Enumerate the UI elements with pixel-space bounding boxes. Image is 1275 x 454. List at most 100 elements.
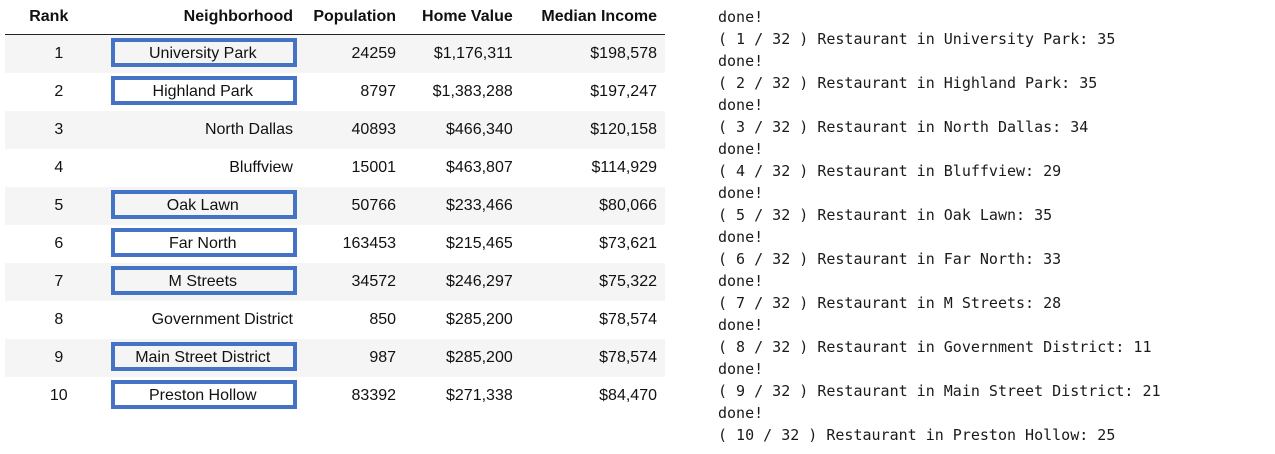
console-line: done! <box>718 8 764 26</box>
console-line: done! <box>718 228 764 246</box>
console-line: done! <box>718 316 764 334</box>
table-row: 3 North Dallas 40893 $466,340 $120,158 <box>5 111 665 149</box>
cell-rank: 9 <box>5 339 113 377</box>
cell-neighborhood: Highland Park <box>110 73 297 111</box>
cell-home-value: $233,466 <box>400 187 517 225</box>
header-median-income: Median Income <box>516 0 665 35</box>
cell-rank: 3 <box>5 111 113 149</box>
cell-neighborhood: Main Street District <box>110 339 297 377</box>
cell-population: 850 <box>292 301 401 339</box>
cell-median-income: $114,929 <box>516 149 665 187</box>
cell-median-income: $120,158 <box>516 111 665 149</box>
neighborhood-name: North Dallas <box>204 121 293 138</box>
table-row: 8 Government District 850 $285,200 $78,574 <box>5 301 665 339</box>
console-line: ( 6 / 32 ) Restaurant in Far North: 33 <box>718 250 1062 268</box>
cell-neighborhood: Far North <box>110 225 297 263</box>
neighborhood-name: Government District <box>151 311 293 328</box>
console-line: ( 5 / 32 ) Restaurant in Oak Lawn: 35 <box>718 206 1053 224</box>
cell-neighborhood: Bluffview <box>112 149 293 187</box>
cell-population: 50766 <box>292 187 401 225</box>
neighborhood-name: M Streets <box>168 273 238 290</box>
cell-median-income: $78,574 <box>516 339 665 377</box>
cell-neighborhood: Government District <box>112 301 293 339</box>
header-neighborhood: Neighborhood <box>112 0 293 35</box>
table-body: 1 University Park 24259 $1,176,311 $198,578 2… <box>5 34 665 415</box>
cell-neighborhood: North Dallas <box>112 111 293 149</box>
highlight-box <box>110 380 297 409</box>
table-row: 6 Far North 163453 $215,465 $73,621 <box>5 225 665 263</box>
highlight-box <box>110 76 297 105</box>
cell-rank: 5 <box>5 187 113 225</box>
cell-population: 163453 <box>292 225 401 263</box>
cell-median-income: $80,066 <box>516 187 665 225</box>
cell-median-income: $78,574 <box>516 301 665 339</box>
cell-neighborhood: Oak Lawn <box>110 187 297 225</box>
table-header-row: Rank Neighborhood Population Home Value … <box>5 0 665 35</box>
cell-rank: 2 <box>5 73 113 111</box>
neighborhood-name: Far North <box>168 235 237 252</box>
cell-population: 34572 <box>292 263 401 301</box>
neighborhood-name: Highland Park <box>152 83 254 100</box>
highlight-box <box>110 342 297 371</box>
console-line: ( 10 / 32 ) Restaurant in Preston Hollow… <box>718 426 1116 444</box>
console-line: done! <box>718 360 764 378</box>
table-row: 4 Bluffview 15001 $463,807 $114,929 <box>5 149 665 187</box>
cell-population: 987 <box>292 339 401 377</box>
cell-home-value: $285,200 <box>400 339 517 377</box>
console-line: ( 1 / 32 ) Restaurant in University Park… <box>718 30 1116 48</box>
cell-neighborhood: Preston Hollow <box>110 377 297 415</box>
cell-median-income: $197,247 <box>516 73 665 111</box>
cell-neighborhood: University Park <box>110 34 297 73</box>
cell-home-value: $466,340 <box>400 111 517 149</box>
console-line: ( 2 / 32 ) Restaurant in Highland Park: … <box>718 74 1098 92</box>
cell-population: 15001 <box>292 149 401 187</box>
cell-population: 83392 <box>292 377 401 415</box>
cell-population: 40893 <box>292 111 401 149</box>
cell-home-value: $215,465 <box>400 225 517 263</box>
cell-home-value: $1,383,288 <box>400 73 517 111</box>
header-rank: Rank <box>5 0 113 35</box>
table-row: 1 University Park 24259 $1,176,311 $198,578 <box>5 34 665 73</box>
highlight-box <box>110 266 297 295</box>
cell-rank: 4 <box>5 149 113 187</box>
console-line: done! <box>718 404 764 422</box>
table-row: 7 M Streets 34572 $246,297 $75,322 <box>5 263 665 301</box>
cell-population: 8797 <box>292 73 401 111</box>
cell-median-income: $84,470 <box>516 377 665 415</box>
cell-rank: 8 <box>5 301 113 339</box>
cell-median-income: $75,322 <box>516 263 665 301</box>
console-line: ( 9 / 32 ) Restaurant in Main Street Dis… <box>718 382 1161 400</box>
cell-rank: 6 <box>5 225 113 263</box>
highlight-box <box>110 38 297 67</box>
cell-median-income: $73,621 <box>516 225 665 263</box>
console-line: done! <box>718 140 764 158</box>
console-output: done! ( 1 / 32 ) Restaurant in University… <box>718 6 1161 446</box>
table-row: 2 Highland Park 8797 $1,383,288 $197,247 <box>5 73 665 111</box>
neighborhood-name: Bluffview <box>229 159 293 176</box>
console-line: done! <box>718 184 764 202</box>
console-line: ( 8 / 32 ) Restaurant in Government Dist… <box>718 338 1152 356</box>
neighborhood-table: Rank Neighborhood Population Home Value … <box>5 0 665 415</box>
table-row: 10 Preston Hollow 83392 $271,338 $84,470 <box>5 377 665 415</box>
cell-home-value: $271,338 <box>400 377 517 415</box>
cell-rank: 7 <box>5 263 113 301</box>
cell-home-value: $1,176,311 <box>400 34 517 73</box>
table-row: 5 Oak Lawn 50766 $233,466 $80,066 <box>5 187 665 225</box>
cell-home-value: $463,807 <box>400 149 517 187</box>
console-line: done! <box>718 52 764 70</box>
console-line: done! <box>718 272 764 290</box>
neighborhood-name: Preston Hollow <box>148 387 257 404</box>
cell-home-value: $246,297 <box>400 263 517 301</box>
cell-rank: 10 <box>5 377 113 415</box>
highlight-box <box>110 228 297 257</box>
console-line: ( 3 / 32 ) Restaurant in North Dallas: 3… <box>718 118 1089 136</box>
cell-home-value: $285,200 <box>400 301 517 339</box>
neighborhood-name: Main Street District <box>135 349 271 366</box>
neighborhood-name: Oak Lawn <box>166 197 239 214</box>
console-line: done! <box>718 96 764 114</box>
header-population: Population <box>292 0 401 35</box>
highlight-box <box>110 190 297 219</box>
cell-rank: 1 <box>5 34 113 73</box>
console-line: ( 4 / 32 ) Restaurant in Bluffview: 29 <box>718 162 1062 180</box>
neighborhood-name: University Park <box>148 45 257 62</box>
